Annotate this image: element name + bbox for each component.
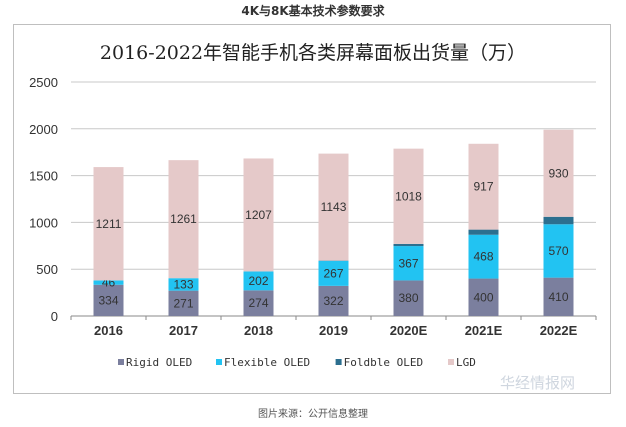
data-label: 468 — [473, 250, 493, 264]
x-tick-label: 2022E — [540, 323, 578, 338]
bar-lgd — [468, 143, 499, 230]
bar-rigid-oled — [468, 278, 499, 316]
x-tick-label: 2017 — [169, 323, 198, 338]
data-label: 1211 — [96, 217, 122, 231]
chart-title: 2016-2022年智能手机各类屏幕面板出货量（万） — [99, 42, 527, 64]
bar-flexible-oled — [318, 260, 349, 286]
bar-rigid-oled — [93, 284, 124, 316]
bar-flexible-oled — [393, 246, 424, 281]
x-tick-label: 2019 — [319, 323, 348, 338]
legend-swatch — [335, 359, 342, 365]
data-label: 133 — [173, 277, 193, 291]
y-tick-label: 1500 — [29, 169, 58, 184]
x-tick-label: 2018 — [244, 323, 273, 338]
bar-foldble-oled — [468, 229, 499, 235]
bar-rigid-oled — [393, 280, 424, 316]
bar-rigid-oled — [243, 290, 274, 316]
x-tick-label: 2021E — [465, 323, 503, 338]
chart-frame — [13, 24, 611, 394]
data-label: 917 — [473, 180, 493, 194]
bar-lgd — [318, 153, 349, 261]
legend-label: LGD — [456, 356, 476, 369]
bar-lgd — [543, 129, 574, 217]
data-label: 380 — [398, 291, 418, 305]
y-tick-label: 0 — [51, 309, 58, 324]
data-label: 1143 — [321, 200, 347, 214]
legend-label: Flexible OLED — [224, 356, 310, 369]
bar-flexible-oled — [468, 234, 499, 279]
y-tick-label: 2000 — [29, 122, 58, 137]
data-label: 274 — [248, 296, 268, 310]
data-label: 202 — [248, 274, 268, 288]
legend-label: Foldble OLED — [344, 356, 423, 369]
x-tick-label: 2016 — [94, 323, 123, 338]
bar-rigid-oled — [318, 285, 349, 316]
y-tick-label: 2500 — [29, 75, 58, 90]
bar-flexible-oled — [543, 224, 574, 278]
data-label: 1261 — [170, 212, 197, 226]
bar-lgd — [393, 148, 424, 244]
data-label: 334 — [98, 293, 118, 307]
watermark-logo: 华经情报网 — [500, 375, 575, 392]
legend-swatch — [216, 359, 222, 365]
x-tick-label: 2020E — [390, 323, 428, 338]
bar-lgd — [243, 158, 274, 272]
data-label: 1207 — [245, 208, 272, 222]
data-label: 322 — [323, 294, 343, 308]
bar-flexible-oled — [243, 271, 274, 291]
bar-flexible-oled — [93, 280, 124, 285]
legend-swatch — [448, 359, 454, 365]
bar-lgd — [168, 160, 199, 279]
y-tick-label: 1000 — [29, 215, 58, 230]
data-label: 400 — [473, 290, 493, 304]
bar-foldble-oled — [543, 216, 574, 225]
data-label: 1018 — [395, 189, 422, 203]
bar-foldble-oled — [393, 243, 424, 247]
data-label: 267 — [323, 266, 343, 280]
bar-rigid-oled — [168, 290, 199, 316]
data-label: 410 — [548, 290, 568, 304]
y-tick-label: 500 — [36, 262, 58, 277]
bar-flexible-oled — [168, 278, 199, 291]
image-caption: 图片来源：公开信息整理 — [258, 409, 368, 420]
page-title: 4K与8K基本技术参数要求 — [241, 4, 385, 18]
legend-label: Rigid OLED — [126, 356, 192, 369]
data-label: 367 — [398, 256, 418, 270]
data-label: 271 — [173, 296, 193, 310]
bar-lgd — [93, 167, 124, 281]
legend-swatch — [118, 359, 124, 365]
data-label: 570 — [548, 244, 568, 258]
bar-rigid-oled — [543, 277, 574, 316]
data-label: 930 — [548, 166, 568, 180]
